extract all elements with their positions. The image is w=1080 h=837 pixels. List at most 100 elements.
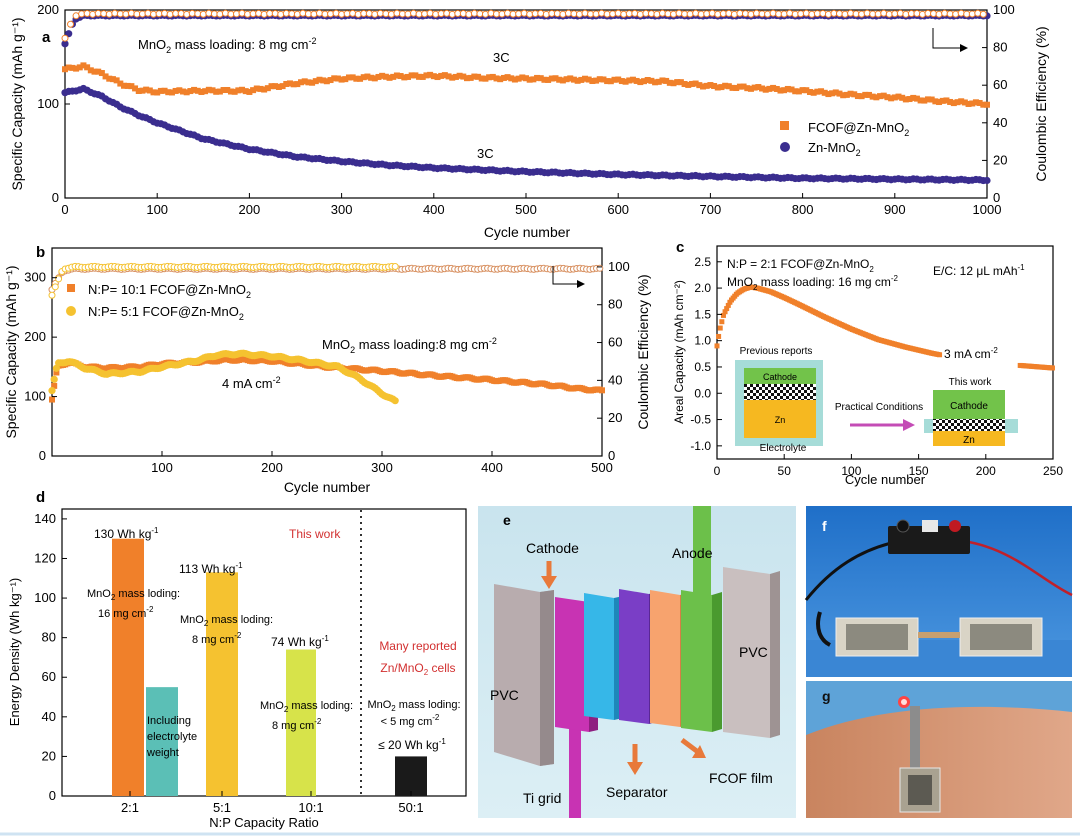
data-point <box>717 325 723 331</box>
data-point <box>553 10 561 18</box>
data-point <box>968 10 976 18</box>
data-point <box>692 80 699 87</box>
data-point <box>744 85 751 92</box>
data-point <box>231 88 238 95</box>
cathode-arrowhead <box>541 576 557 589</box>
data-point <box>467 74 474 81</box>
data-point <box>924 96 931 103</box>
data-point <box>194 87 201 94</box>
data-point <box>670 80 677 87</box>
data-point <box>500 74 507 81</box>
x-tick-label: 100 <box>151 460 173 475</box>
data-point <box>958 98 965 105</box>
y-tick-label: 40 <box>42 709 56 724</box>
data-point <box>106 75 113 82</box>
data-point <box>766 85 773 92</box>
data-point <box>954 99 961 106</box>
data-point <box>788 86 795 93</box>
data-point <box>780 10 788 18</box>
data-point <box>391 263 399 271</box>
data-point <box>176 87 183 94</box>
y-right-tick-label: 80 <box>993 40 1007 55</box>
panel-c-ylabel: Areal Capacity (mAh cm⁻²) <box>672 280 686 424</box>
data-point <box>102 73 109 80</box>
inset-zn-layer <box>744 400 816 438</box>
inset-arrowhead <box>903 419 915 431</box>
y-tick-label: 200 <box>24 329 46 344</box>
data-point <box>836 90 843 97</box>
panel-a-ce-arrow <box>932 28 960 49</box>
data-point <box>733 85 740 92</box>
data-point <box>928 96 935 103</box>
data-point <box>957 9 965 17</box>
data-point <box>755 84 762 91</box>
data-point <box>598 9 606 17</box>
data-point <box>393 72 400 79</box>
data-point <box>397 73 404 80</box>
data-point <box>803 87 810 94</box>
y-tick-label: 100 <box>24 389 46 404</box>
panel-b-ylabel-right: Coulombic Efficiency (%) <box>635 274 651 429</box>
bar-label-5-1: 113 Wh kg-1 <box>179 561 243 576</box>
data-point <box>677 79 684 86</box>
data-point <box>880 9 888 17</box>
data-point <box>448 10 456 18</box>
panel-d: d 0 20 40 60 80 100 120 140 2:1 5:1 10:1 50:1 130 W… <box>7 489 467 830</box>
data-point <box>478 75 485 82</box>
data-point <box>84 64 91 71</box>
data-point <box>199 10 207 18</box>
data-point <box>578 76 585 83</box>
label-pvc-right: PVC <box>739 644 768 660</box>
y-tick-label: -1.0 <box>690 439 711 453</box>
data-point <box>936 99 943 106</box>
panel-a-axes: 0 100 200 300 400 500 600 700 800 900 100001002000… <box>37 2 1014 217</box>
data-point <box>918 10 926 18</box>
data-point <box>427 71 434 78</box>
bar-label-5-1-sup: -1 <box>235 561 243 570</box>
x-tick-label: 100 <box>841 464 861 478</box>
panel-a-ylabel-right: Coulombic Efficiency (%) <box>1033 26 1049 181</box>
data-point <box>806 88 813 95</box>
data-point <box>781 87 788 94</box>
label-cathode: Cathode <box>526 540 579 556</box>
x-tick-label: 600 <box>607 202 629 217</box>
bar-label-10-1-sup: -1 <box>322 634 330 643</box>
data-point <box>73 65 80 72</box>
y-tick-label: -0.5 <box>690 413 711 427</box>
x-tick-label: 0 <box>714 464 721 478</box>
data-point <box>305 79 312 86</box>
x-tick-label: 900 <box>884 202 906 217</box>
d-loading-8a-a: MnO2 mass loding: <box>180 614 273 628</box>
panel-c-plot-area <box>714 284 1055 371</box>
inset-this-work: This work <box>949 377 993 388</box>
x-tick-label: 150 <box>909 464 929 478</box>
data-point <box>511 76 518 83</box>
panel-a-legend-marker-fcof <box>780 121 789 130</box>
data-point <box>508 75 515 82</box>
data-point <box>445 73 452 80</box>
data-point <box>899 94 906 101</box>
data-point <box>980 101 987 108</box>
x-tick-label: 200 <box>239 202 261 217</box>
data-point <box>939 97 946 104</box>
data-point <box>504 9 512 17</box>
data-point <box>607 78 614 85</box>
bar-label-2-1-sup: -1 <box>151 526 159 535</box>
data-point <box>87 67 94 74</box>
data-point <box>227 88 234 95</box>
data-point <box>465 10 473 18</box>
panel-c-frame <box>716 245 1054 460</box>
data-point <box>862 91 869 98</box>
data-point <box>719 319 725 325</box>
photo-f-clip-wire <box>816 611 832 647</box>
data-point <box>585 76 592 83</box>
data-point <box>48 387 56 395</box>
data-point <box>648 77 655 84</box>
inset-practical-zn <box>933 431 1005 446</box>
y-tick-label: 0 <box>39 448 46 463</box>
photo-g-cell-inner <box>908 775 932 805</box>
x-tick-label: 50 <box>778 464 792 478</box>
data-point <box>655 78 662 85</box>
data-point <box>286 80 293 87</box>
data-point <box>301 78 308 85</box>
